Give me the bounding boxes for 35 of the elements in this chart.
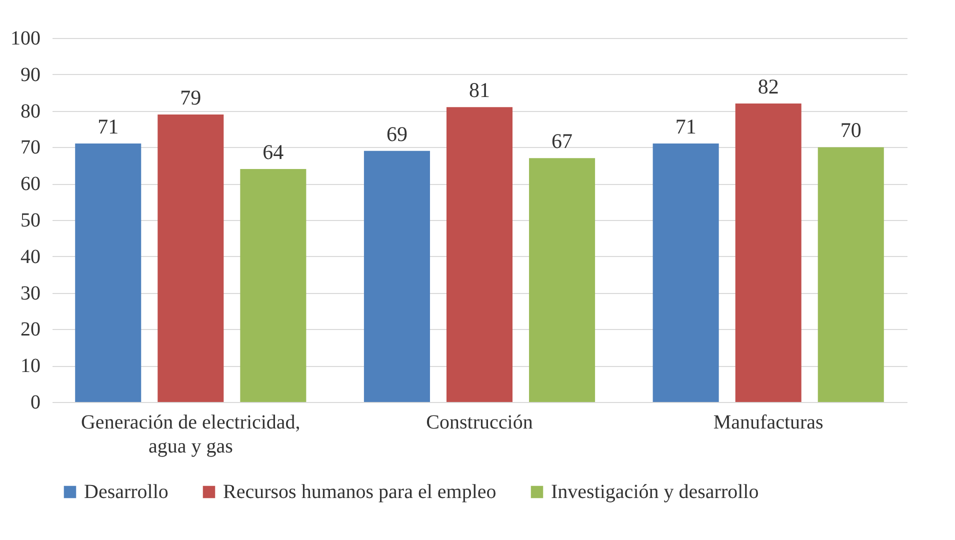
data-label: 71: [98, 114, 119, 139]
data-label: 70: [840, 118, 862, 142]
y-tick-label: 50: [20, 210, 40, 232]
y-tick-label: 40: [20, 246, 40, 268]
bar: [75, 144, 142, 402]
legend-label: Investigación y desarrollo: [551, 481, 759, 503]
x-tick-label: Manufacturas: [713, 412, 824, 434]
bar: [446, 107, 513, 402]
bar: [364, 150, 430, 402]
y-tick-label: 80: [20, 100, 40, 122]
y-tick-label: 20: [20, 318, 40, 341]
y-tick-label: 30: [20, 282, 40, 304]
bar: [735, 104, 802, 402]
data-label: 81: [469, 78, 490, 102]
y-tick-label: 10: [20, 355, 40, 378]
bar: [158, 114, 224, 402]
bar: [818, 147, 884, 402]
legend-label: Recursos humanos para el empleo: [223, 481, 496, 503]
bar: [652, 144, 719, 402]
x-tick-label: Construcción: [426, 412, 533, 434]
x-tick-label: Generación de electricidad, agua y gas: [80, 412, 300, 458]
y-tick-label: 70: [20, 136, 40, 159]
y-tick-label: 90: [20, 64, 40, 86]
legend-label: Desarrollo: [84, 481, 168, 503]
data-label: 71: [675, 114, 696, 139]
data-label: 64: [262, 140, 284, 164]
bar: [240, 169, 306, 402]
data-label: 67: [552, 129, 573, 154]
y-tick-label: 100: [10, 28, 40, 50]
data-label: 82: [758, 74, 779, 99]
data-label: 79: [180, 85, 202, 110]
data-label: 69: [386, 122, 408, 146]
bar: [529, 158, 596, 402]
y-tick-label: 60: [20, 173, 40, 196]
y-tick-label: 0: [30, 392, 40, 414]
